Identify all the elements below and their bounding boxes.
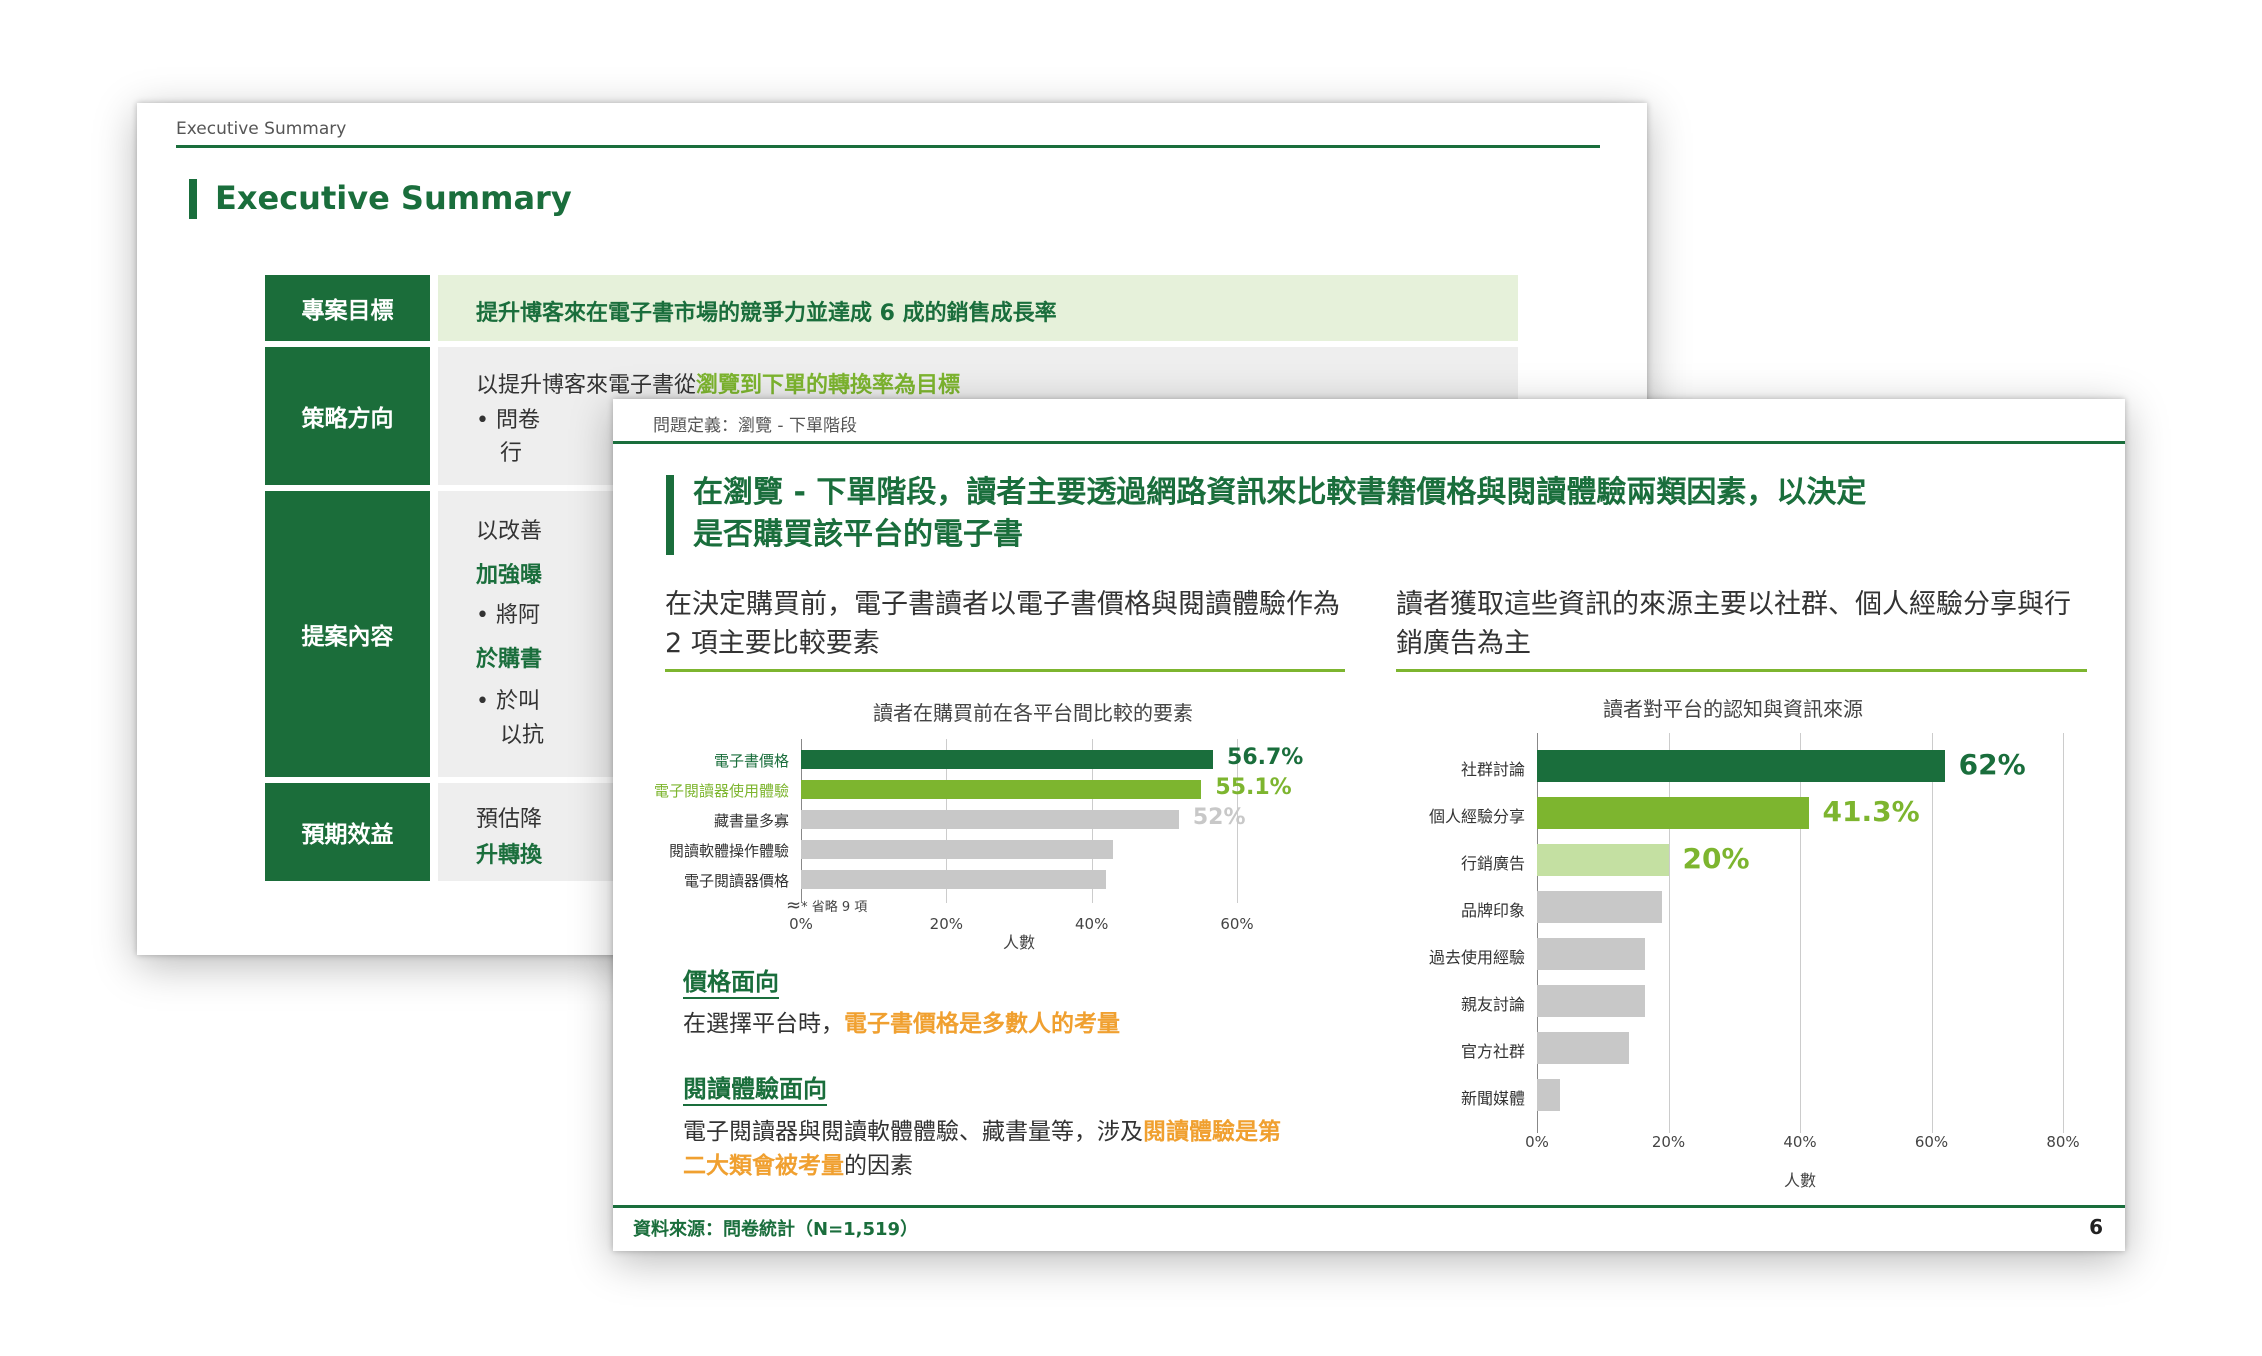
title-accent <box>189 179 197 219</box>
gridline <box>2063 733 2064 1133</box>
tick-label: 40% <box>1074 915 1109 933</box>
row-label: 提案內容 <box>265 491 430 777</box>
category-label: 行銷廣告 <box>1460 854 1525 873</box>
bar <box>1537 938 1646 970</box>
category-label: 電子閱讀器價格 <box>683 871 789 890</box>
axis-label: 人數 <box>1002 933 1036 952</box>
title-accent <box>666 475 674 555</box>
tick-label: 80% <box>2046 1133 2080 1151</box>
gridline <box>1800 733 1801 1133</box>
bar <box>1537 844 1669 876</box>
table-row: 專案目標 提升博客來在電子書市場的競爭力並達成 6 成的銷售成長率 <box>265 275 1518 341</box>
header-rule <box>176 145 1600 148</box>
value-label: 56.7% <box>1227 745 1304 771</box>
bar <box>1537 797 1809 829</box>
tick-label: 40% <box>1783 1133 1817 1151</box>
break-icon: ≈ <box>786 895 802 916</box>
row-text: 提升博客來在電子書市場的競爭力並達成 6 成的銷售成長率 <box>476 301 1057 326</box>
value-label: 20% <box>1682 841 1750 875</box>
category-label: 新聞媒體 <box>1460 1089 1525 1108</box>
category-label: 品牌印象 <box>1460 901 1525 920</box>
bar <box>1537 750 1945 782</box>
value-label: 41.3% <box>1822 794 1920 828</box>
row-label: 預期效益 <box>265 783 430 881</box>
page-number: 6 <box>2089 1215 2103 1239</box>
value-label: 52% <box>1192 805 1246 831</box>
footer-rule <box>613 1205 2125 1208</box>
row-label: 專案目標 <box>265 275 430 341</box>
tick-label: 60% <box>1914 1133 1949 1151</box>
gridline <box>1668 733 1670 1133</box>
right-subtitle-underline <box>1396 669 2087 672</box>
value-label: 55.1% <box>1215 775 1292 801</box>
header-rule <box>613 441 2125 444</box>
axis-label: 人數 <box>1783 1171 1817 1190</box>
gridline <box>1237 739 1238 903</box>
bar <box>801 810 1179 829</box>
tick-label: 60% <box>1220 915 1254 933</box>
page-title: 在瀏覽 - 下單階段，讀者主要透過網路資訊來比較書籍價格與閱讀體驗兩類因素，以決… <box>693 475 1867 552</box>
category-label: 社群討論 <box>1460 760 1525 779</box>
left-subtitle-underline <box>665 669 1345 672</box>
page-title: Executive Summary <box>215 179 572 217</box>
chart-title: 讀者在購買前在各平台間比較的要素 <box>873 701 1193 725</box>
row-label: 策略方向 <box>265 347 430 485</box>
bar <box>801 780 1202 799</box>
category-label: 電子書價格 <box>713 751 789 770</box>
category-label: 藏書量多寡 <box>713 811 789 830</box>
gridline <box>1931 733 1933 1133</box>
bar <box>1537 891 1662 923</box>
omit-note: ≈* 省略 9 項 <box>786 895 868 916</box>
right-subtitle: 讀者獲取這些資訊的來源主要以社群、個人經驗分享與行 銷廣告為主 <box>1396 589 2071 659</box>
category-label: 電子閱讀器使用體驗 <box>653 781 789 800</box>
category-label: 過去使用經驗 <box>1428 948 1525 967</box>
experience-heading: 閱讀體驗面向 <box>683 1069 827 1106</box>
category-label: 親友討論 <box>1460 995 1525 1014</box>
price-text: 在選擇平台時，電子書價格是多數人的考量 <box>683 1011 1120 1037</box>
bar <box>1537 985 1646 1017</box>
bar <box>1537 1079 1560 1111</box>
category-label: 閱讀軟體操作體驗 <box>668 841 789 860</box>
price-heading: 價格面向 <box>683 962 779 999</box>
tick-label: 0% <box>789 915 813 933</box>
category-label: 個人經驗分享 <box>1428 807 1525 826</box>
category-label: 官方社群 <box>1460 1042 1525 1061</box>
value-label: 62% <box>1958 747 2026 781</box>
bar <box>801 870 1107 889</box>
gridline <box>1537 733 1538 1133</box>
bar <box>801 750 1214 769</box>
source-note: 資料來源：問卷統計（N=1,519） <box>633 1219 919 1240</box>
tick-label: 0% <box>1525 1133 1549 1151</box>
tick-label: 20% <box>929 915 963 933</box>
breadcrumb: 問題定義：瀏覽 - 下單階段 <box>653 416 857 436</box>
tick-label: 20% <box>1651 1133 1686 1151</box>
left-subtitle: 在決定購買前，電子書讀者以電子書價格與閱讀體驗作為 2 項主要比較要素 <box>665 589 1340 659</box>
problem-definition-slide: 問題定義：瀏覽 - 下單階段 在瀏覽 - 下單階段，讀者主要透過網路資訊來比較書… <box>613 399 2125 1251</box>
experience-text: 電子閱讀器與閱讀軟體體驗、藏書量等，涉及閱讀體驗是第 二大類會被考量的因素 <box>683 1119 1281 1179</box>
bar <box>801 840 1114 859</box>
breadcrumb: Executive Summary <box>176 119 347 139</box>
chart-title: 讀者對平台的認知與資訊來源 <box>1603 697 1863 721</box>
bar <box>1537 1032 1630 1064</box>
